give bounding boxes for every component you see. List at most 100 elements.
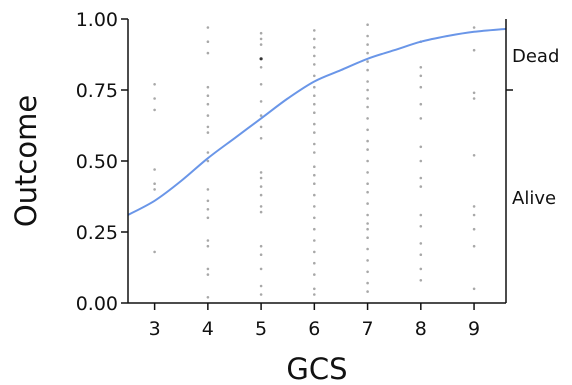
data-point [366,43,369,46]
logistic-curve [127,27,507,216]
data-point [313,131,316,134]
data-point [313,94,316,97]
data-point [313,165,316,168]
data-point [259,205,263,208]
data-point [419,66,423,69]
x-tick-label: 5 [255,318,267,340]
data-point [259,100,263,103]
y-axis-title: Outcome [9,95,43,227]
data-point [206,208,210,211]
x-ticks: 3 4 5 6 7 8 9 [149,303,480,340]
data-point [206,188,210,191]
data-point [419,279,423,282]
data-point [206,114,210,117]
data-point [472,287,476,291]
data-point [472,244,476,248]
data-point [366,60,369,63]
data-point [313,173,316,177]
data-point [259,83,263,86]
data-point [419,159,423,163]
data-point [472,26,476,29]
right-axis-label-dead: Dead [512,46,559,67]
data-point [313,74,316,78]
data-point [206,102,210,106]
data-point [259,185,263,188]
data-point [259,114,263,117]
data-point [206,296,210,299]
data-point [366,148,369,151]
data-point [259,293,263,296]
data-point [259,125,263,129]
data-point [259,193,263,197]
data-point [472,205,476,208]
highlight-point [259,57,263,61]
y-tick-label: 1.00 [76,9,118,31]
data-point [206,267,210,271]
data-point [206,239,210,242]
data-point [206,159,210,163]
data-point [366,290,369,293]
data-point [313,85,316,89]
scatter-points [153,23,476,299]
y-tick-label: 0.75 [76,80,118,102]
x-tick-label: 3 [149,318,161,340]
data-point [206,244,210,248]
data-point [366,80,369,83]
data-point [419,117,423,120]
data-point [366,236,369,239]
data-point [313,151,316,154]
data-point [206,85,210,89]
data-point [313,29,316,32]
right-axis-label-alive: Alive [512,188,556,209]
data-point [419,102,423,106]
right-axis-labels: Dead Alive [506,46,559,209]
data-point [366,270,369,274]
data-point [153,83,156,86]
data-point [419,176,423,180]
data-point [259,244,263,248]
data-point [313,102,316,106]
data-point [472,97,476,100]
data-point [206,273,210,276]
data-point [366,34,369,38]
data-point [472,213,476,217]
data-point [313,227,316,231]
data-point [259,284,263,288]
data-point [206,26,210,29]
data-point [206,199,210,203]
data-point [259,267,263,271]
x-tick-label: 7 [362,318,374,340]
data-point [419,85,423,89]
data-point [206,216,210,220]
data-point [366,222,369,225]
data-point [366,117,369,120]
data-point [259,210,263,214]
data-point [366,213,369,217]
data-point [153,97,156,100]
data-point [313,261,316,265]
data-point [472,154,476,157]
data-point [366,139,369,143]
data-point [419,267,423,271]
data-point [366,88,369,92]
data-point [472,227,476,231]
data-point [419,225,423,228]
data-point [153,168,156,171]
data-point [313,54,316,58]
data-point [313,122,316,126]
data-point [313,293,316,296]
x-tick-label: 6 [308,318,320,340]
data-point [366,23,369,27]
data-point [366,227,369,231]
data-point [259,31,263,35]
data-point [206,131,210,134]
x-axis-title: GCS [286,352,347,385]
x-tick-label: 9 [468,318,480,340]
data-point [366,202,369,205]
data-point [153,250,156,254]
data-point [419,213,423,217]
data-point [366,281,369,285]
x-tick-label: 8 [415,318,427,340]
data-point [366,68,369,72]
